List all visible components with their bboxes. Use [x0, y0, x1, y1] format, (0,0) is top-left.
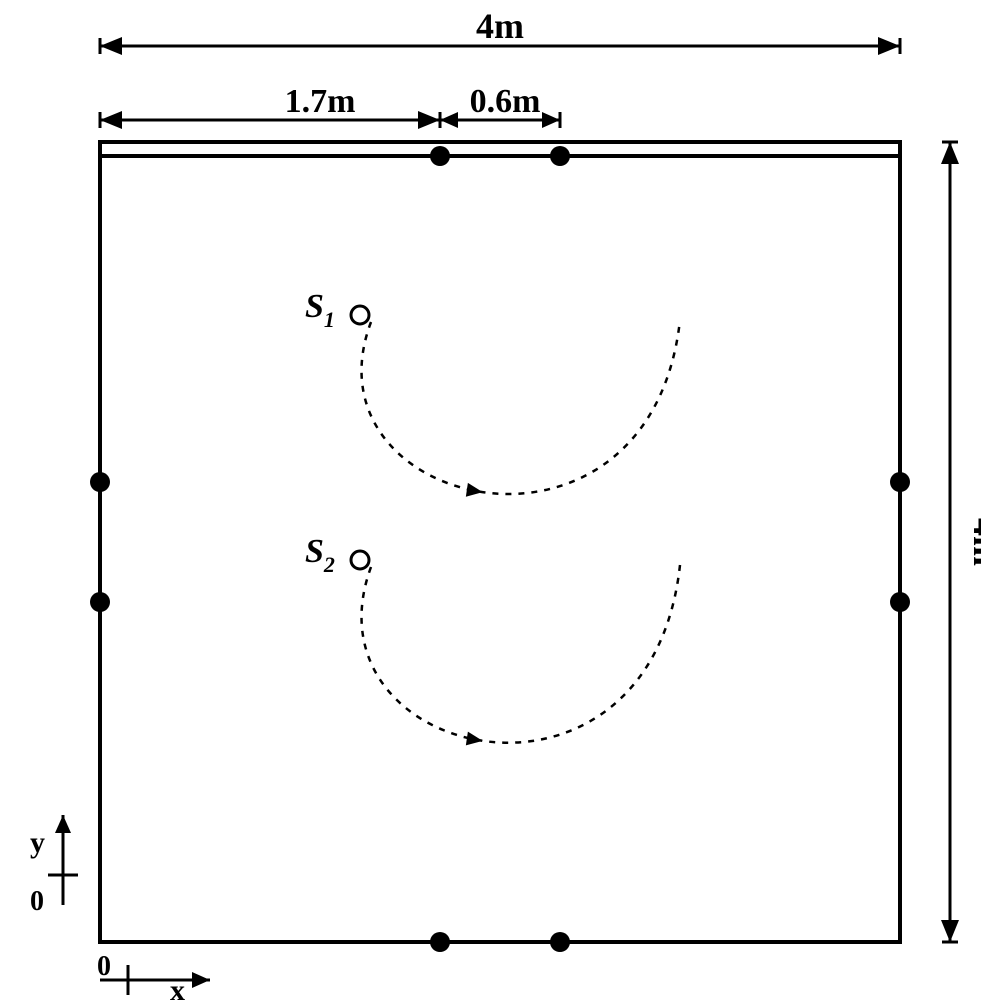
dim-top-1p7-label: 1.7m [285, 83, 356, 120]
room-boundary [100, 142, 900, 942]
source-s1-label: S1 [305, 288, 335, 332]
sensor-left-upper [90, 472, 110, 492]
source-s1-marker [351, 306, 369, 324]
dim-top-0p6-label: 0.6m [470, 83, 541, 120]
trajectory-t2 [362, 565, 680, 743]
sensor-top-right [550, 146, 570, 166]
sensor-right-lower [890, 592, 910, 612]
x-axis-label: x [170, 974, 185, 1000]
y-axis-label: y [30, 826, 45, 859]
dim-right-4m-label: 4m [966, 518, 981, 566]
sensor-right-upper [890, 472, 910, 492]
source-s2-marker [351, 551, 369, 569]
source-s2-label: S2 [305, 533, 335, 577]
sensor-bottom-left [430, 932, 450, 952]
y-axis-zero: 0 [30, 886, 44, 917]
x-axis-zero: 0 [97, 951, 111, 982]
sensor-bottom-right [550, 932, 570, 952]
trajectory-t1 [362, 320, 680, 494]
dim-top-overall-label: 4m [476, 6, 524, 46]
trajectory-t2-arrow [466, 732, 483, 746]
trajectory-t1-arrow [466, 483, 483, 497]
sensor-top-left [430, 146, 450, 166]
sensor-left-lower [90, 592, 110, 612]
